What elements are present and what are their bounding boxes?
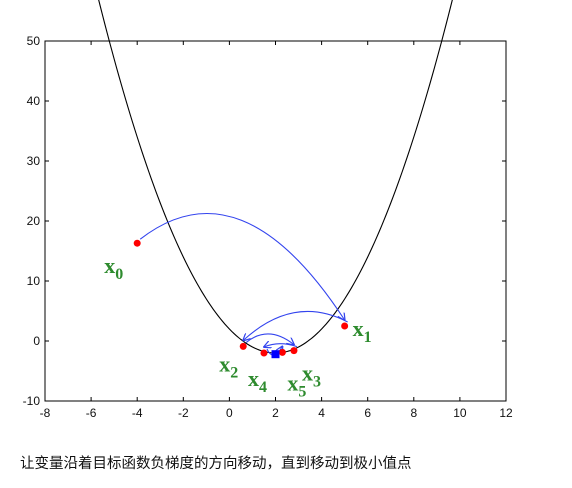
x-tick-label: 0 <box>226 406 233 420</box>
axis-ticks: -8 -6 -4 -2 0 2 4 6 8 10 12 -10 0 10 20 30 40 50 <box>23 34 513 420</box>
step-arrow <box>245 333 294 345</box>
iterate-label: x4 <box>248 366 267 396</box>
y-tick-label: 30 <box>27 154 41 168</box>
iterate-point <box>260 349 268 357</box>
iterate-label: x3 <box>302 361 321 391</box>
iterate-point <box>290 347 298 355</box>
iterate-label: x0 <box>104 253 123 283</box>
y-tick-label: 20 <box>27 214 41 228</box>
y-tick-label: 10 <box>27 274 41 288</box>
gradient-step-arrows <box>139 213 348 356</box>
minimum-marker <box>271 350 280 359</box>
function-curve <box>98 0 453 354</box>
x-tick-label: -8 <box>40 406 51 420</box>
iterate-point <box>133 239 141 247</box>
y-tick-label: 50 <box>27 34 41 48</box>
x-tick-label: -4 <box>132 406 143 420</box>
step-arrow <box>139 213 344 320</box>
x-tick-label: 12 <box>499 406 513 420</box>
iterate-label: x2 <box>219 351 238 381</box>
iterate-label: x1 <box>353 316 372 346</box>
figure-caption: 让变量沿着目标函数负梯度的方向移动，直到移动到极小值点 <box>20 456 412 472</box>
x-tick-label: -6 <box>86 406 97 420</box>
x-tick-label: 6 <box>364 406 371 420</box>
step-arrow <box>264 344 298 347</box>
x-tick-label: 2 <box>272 406 279 420</box>
x-tick-label: -2 <box>178 406 189 420</box>
y-tick-label: -10 <box>23 394 41 408</box>
iterate-labels: x0 x1 x2 x3 x4 x5 <box>104 253 371 400</box>
iterate-points <box>133 239 349 359</box>
iterate-point <box>341 322 349 330</box>
x-tick-label: 8 <box>410 406 417 420</box>
iterate-point <box>239 342 247 350</box>
plot-frame <box>44 40 507 402</box>
y-tick-label: 0 <box>33 334 40 348</box>
x-tick-label: 10 <box>453 406 467 420</box>
iterate-label: x5 <box>287 370 306 400</box>
x-tick-label: 4 <box>318 406 325 420</box>
iterate-point <box>278 348 286 356</box>
step-arrow <box>243 311 348 340</box>
chart: -8 -6 -4 -2 0 2 4 6 8 10 12 -10 0 10 20 30 40 50 x0 x1 x2 x3… <box>23 0 513 420</box>
y-tick-label: 40 <box>27 94 41 108</box>
